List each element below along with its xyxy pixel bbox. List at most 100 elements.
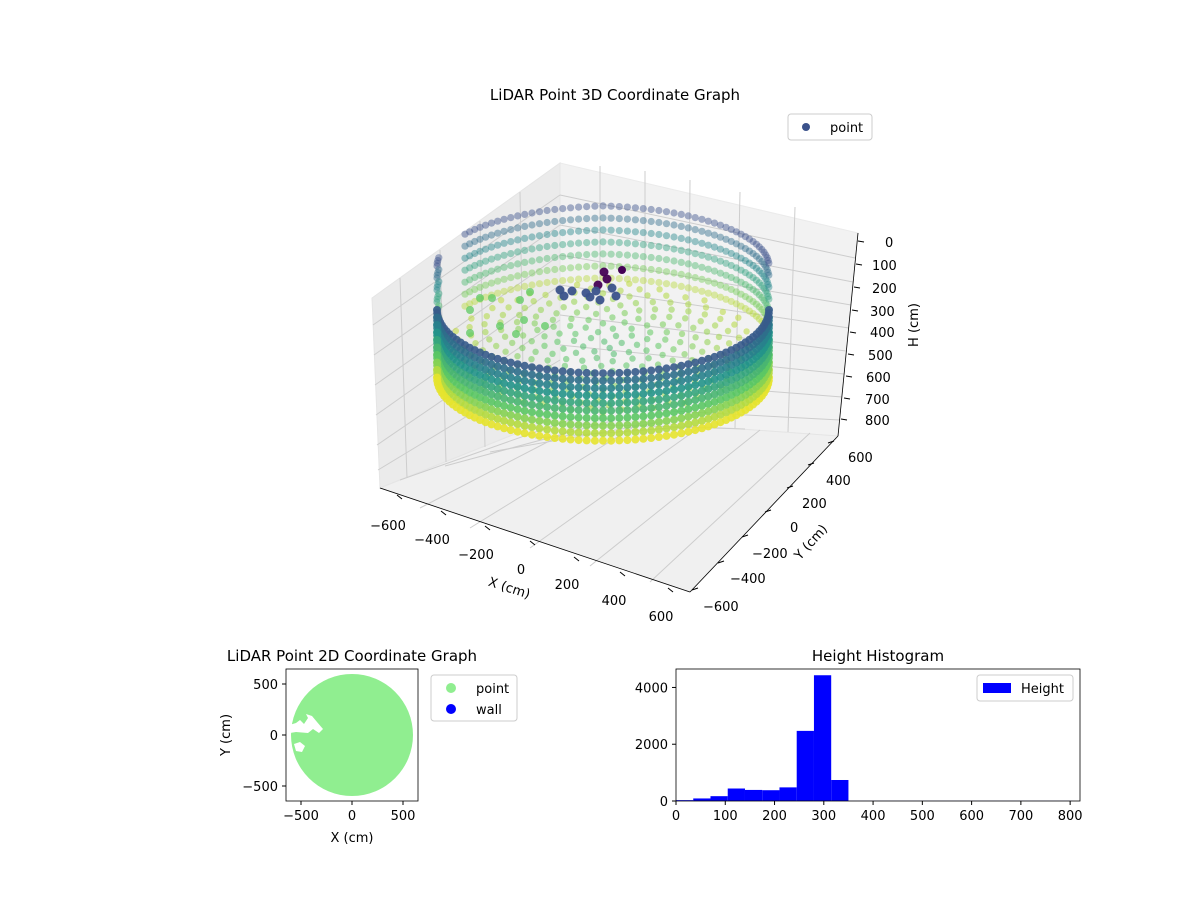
- cloud-point: [639, 205, 647, 213]
- cloud-point: [710, 243, 719, 251]
- histogram-bar: [693, 798, 711, 801]
- cloud-point: [573, 281, 581, 288]
- cloud-point: [710, 405, 719, 414]
- cloud-point: [466, 264, 474, 272]
- cloud-point: [670, 363, 678, 372]
- cloud-point: [737, 302, 745, 310]
- cloud-point: [535, 364, 544, 373]
- cloud-point: [570, 337, 578, 344]
- cloud-point: [550, 396, 559, 405]
- cloud-point: [662, 244, 671, 252]
- legend-histogram-label: Height: [1021, 682, 1064, 697]
- cloud-point: [764, 256, 772, 265]
- cloud-point: [670, 378, 678, 387]
- cloud-point: [710, 360, 719, 369]
- cloud-point: [532, 348, 539, 355]
- cloud-point: [494, 229, 502, 237]
- cloud-point: [599, 384, 607, 393]
- cloud-point: [704, 217, 712, 225]
- cloud-point: [493, 384, 502, 393]
- cloud-point: [493, 354, 502, 363]
- legend-3d-marker: [802, 123, 810, 131]
- cloud-point: [558, 412, 567, 421]
- cloud-point: [535, 280, 544, 288]
- cloud-point: [560, 345, 567, 352]
- cloud-point: [595, 295, 605, 305]
- cloud-point: [704, 384, 713, 393]
- cloud-point: [607, 406, 616, 415]
- cloud-point: [631, 228, 640, 236]
- cloud-point: [691, 388, 700, 397]
- cloud-point: [684, 375, 693, 384]
- cloud-point: [493, 407, 502, 416]
- cloud-point: [575, 227, 583, 235]
- cloud-point: [466, 306, 474, 314]
- cloud-point: [535, 371, 544, 380]
- cloud-point: [535, 431, 544, 440]
- cloud-point: [647, 253, 655, 262]
- cloud-point: [741, 257, 750, 265]
- cloud-point: [704, 392, 713, 401]
- cloud-point: [543, 266, 551, 275]
- cloud-point: [691, 381, 700, 390]
- cloud-point: [476, 223, 484, 231]
- y-tick-2d: −500: [242, 780, 278, 795]
- cloud-point: [599, 290, 607, 297]
- cloud-point: [528, 370, 536, 379]
- cloud-point: [690, 324, 697, 331]
- cloud-point: [500, 416, 509, 425]
- cloud-point: [582, 406, 591, 415]
- cloud-point: [670, 269, 678, 277]
- x-label-2d: X (cm): [331, 831, 374, 846]
- cloud-point: [433, 336, 441, 344]
- cloud-point: [647, 265, 655, 274]
- cloud-point: [590, 391, 599, 400]
- cloud-point: [550, 389, 559, 397]
- cloud-point: [567, 322, 574, 330]
- cloud-point: [500, 379, 509, 388]
- cloud-point: [684, 236, 692, 244]
- cloud-point: [691, 262, 699, 270]
- cloud-point: [607, 421, 616, 430]
- cloud-point: [487, 231, 496, 239]
- legend-3d-frame: [787, 113, 873, 141]
- cloud-point: [684, 212, 692, 220]
- cloud-point: [551, 229, 559, 238]
- y-tick-3d: 200: [802, 497, 827, 512]
- cloud-point: [745, 295, 754, 303]
- cloud-point: [762, 299, 770, 307]
- cloud-point: [591, 214, 599, 222]
- cloud-point: [520, 384, 529, 393]
- cloud-point: [500, 409, 509, 418]
- cloud-point: [528, 257, 536, 265]
- cloud-point: [677, 406, 686, 415]
- cloud-point: [528, 221, 536, 229]
- cloud-point: [607, 384, 616, 393]
- cloud-point: [697, 356, 706, 365]
- cloud-point: [466, 228, 474, 236]
- cloud-point: [585, 316, 592, 324]
- cloud-point: [710, 367, 719, 376]
- cloud-point: [476, 235, 484, 243]
- cloud-point: [461, 230, 469, 238]
- cloud-point: [623, 239, 632, 247]
- cloud-point: [615, 398, 624, 407]
- cloud-point: [749, 238, 757, 246]
- x-tick-3d: −600: [370, 519, 406, 534]
- cloud-point: [519, 344, 526, 352]
- cloud-point: [574, 428, 583, 437]
- cloud-point: [651, 306, 659, 313]
- histogram-bar: [796, 730, 814, 801]
- cloud-point: [670, 415, 678, 424]
- cloud-point: [647, 419, 656, 427]
- cloud-point: [599, 391, 607, 400]
- cloud-point: [654, 388, 663, 396]
- cloud-point: [650, 313, 657, 321]
- cloud-point: [528, 209, 536, 217]
- cloud-point: [741, 269, 750, 277]
- cloud-point: [494, 277, 502, 285]
- x-tick-3d: 200: [555, 578, 580, 593]
- cloud-point: [691, 403, 700, 412]
- z-tick-3d: 800: [865, 414, 890, 429]
- cloud-point: [647, 426, 656, 435]
